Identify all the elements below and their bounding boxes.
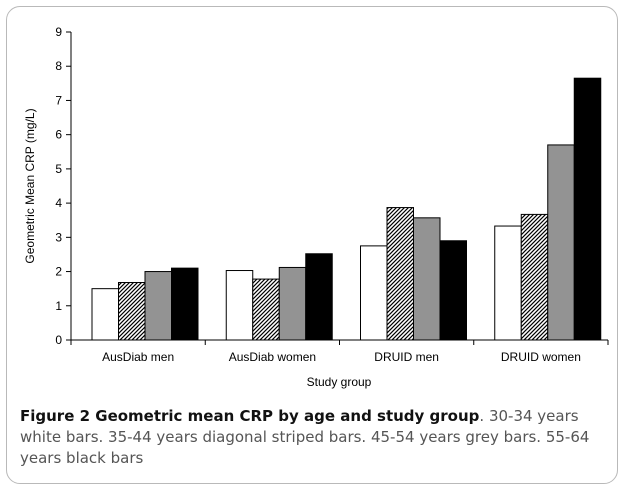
bar-diagonal-striped-3 [521, 214, 548, 340]
x-axis-title: Study group [307, 375, 372, 389]
bars-group [92, 78, 601, 340]
bar-black-1 [306, 254, 333, 340]
y-tick-label: 4 [55, 196, 62, 210]
y-tick-label: 2 [55, 265, 62, 279]
x-tick-label: DRUID men [374, 350, 439, 364]
x-tick-label: DRUID women [501, 350, 581, 364]
bar-black-0 [172, 268, 199, 340]
bar-grey-1 [279, 267, 306, 340]
y-axis-title: Geometric Mean CRP (mg/L) [23, 108, 37, 263]
y-tick-label: 5 [55, 162, 62, 176]
caption-title: Figure 2 Geometric mean CRP by age and s… [20, 407, 479, 425]
bar-black-2 [440, 241, 467, 340]
bar-chart: AusDiab men AusDiab women DRUID men DRUID w… [0, 0, 627, 400]
bar-grey-2 [414, 218, 441, 340]
y-tick-label: 0 [55, 333, 62, 347]
bar-diagonal-striped-2 [387, 208, 414, 340]
y-tick-label: 9 [55, 25, 62, 39]
figure-caption: Figure 2 Geometric mean CRP by age and s… [20, 406, 610, 469]
bar-black-3 [574, 78, 601, 340]
bar-white-2 [361, 246, 388, 340]
bar-white-0 [92, 289, 119, 340]
bar-diagonal-striped-0 [119, 283, 146, 340]
y-tick-label: 7 [55, 93, 62, 107]
y-tick-label: 8 [55, 59, 62, 73]
y-tick-label: 3 [55, 230, 62, 244]
y-tick-label: 1 [55, 299, 62, 313]
bar-white-3 [495, 226, 522, 340]
x-tick-label: AusDiab men [102, 350, 174, 364]
y-tick-label: 6 [55, 128, 62, 142]
x-tick-label: AusDiab women [229, 350, 316, 364]
bar-grey-0 [145, 272, 172, 340]
bar-white-1 [226, 271, 253, 340]
bar-grey-3 [548, 145, 575, 340]
bar-diagonal-striped-1 [253, 279, 280, 340]
